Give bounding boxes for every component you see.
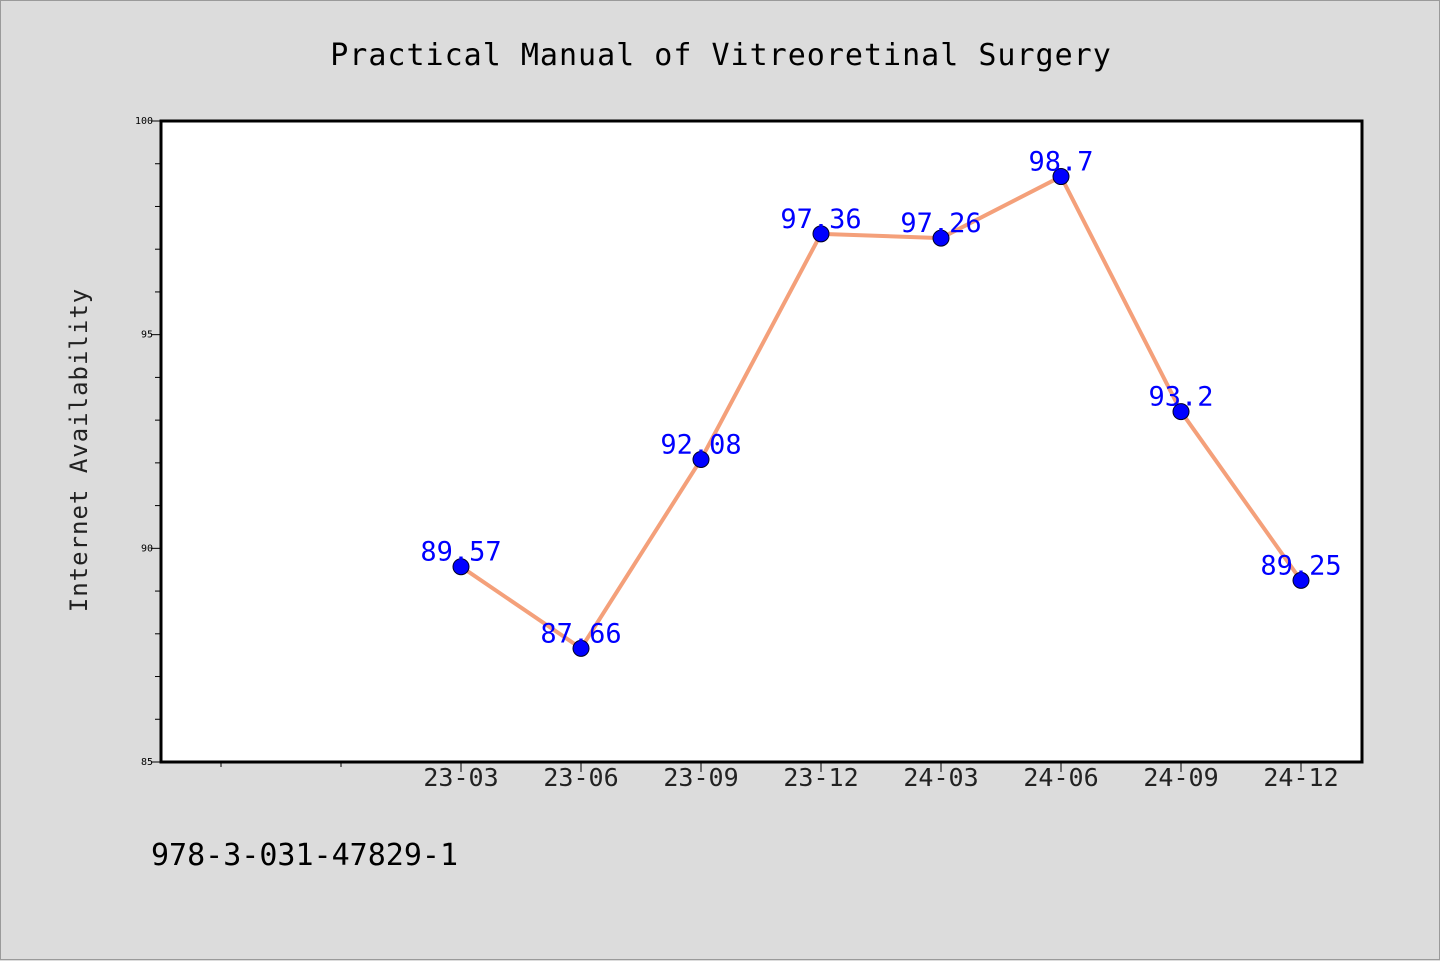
data-label: 92.08	[660, 429, 741, 460]
x-tick-label: 24-12	[1263, 763, 1338, 792]
plot-area	[159, 119, 1364, 764]
footer-isbn: 978-3-031-47829-1	[151, 838, 458, 873]
data-labels: 89.57 87.66 92.08 97.36 97.26 98.7 93.2 89.25	[420, 147, 1341, 650]
data-point	[932, 229, 950, 247]
y-tick-label: 95	[141, 330, 153, 341]
data-label: 93.2	[1148, 382, 1213, 413]
x-axis-ticks: 23-03 23-06 23-09 23-12 24-03 24-06 24-09 24-12	[423, 762, 1339, 792]
y-axis-label: Internet Availability	[65, 288, 93, 612]
chart-title: Practical Manual of Vitreoretinal Surger…	[330, 38, 1112, 73]
y-axis-ticks: 85 90 95 100	[135, 116, 153, 768]
data-label: 98.7	[1028, 147, 1093, 178]
series-line	[459, 174, 1303, 651]
data-label: 97.36	[780, 204, 861, 235]
x-tick-label: 23-03	[423, 763, 498, 792]
data-label: 89.25	[1260, 550, 1341, 581]
data-label: 89.57	[420, 537, 501, 568]
data-point	[812, 225, 830, 243]
x-tick-label: 24-06	[1023, 763, 1098, 792]
y-tick-label: 90	[141, 543, 153, 554]
data-point	[1052, 168, 1070, 186]
y-tick-label: 85	[141, 757, 153, 768]
data-markers	[452, 168, 1310, 657]
data-label: 97.26	[900, 208, 981, 239]
data-point	[1172, 403, 1190, 421]
data-point	[1292, 571, 1310, 589]
data-point	[692, 450, 710, 468]
x-tick-label: 23-12	[783, 763, 858, 792]
minor-ticks	[151, 120, 342, 767]
x-tick-label: 23-09	[663, 763, 738, 792]
y-tick-label: 100	[135, 116, 153, 127]
data-point	[572, 639, 590, 657]
x-tick-label: 23-06	[543, 763, 618, 792]
x-tick-label: 24-09	[1143, 763, 1218, 792]
data-label: 87.66	[540, 618, 621, 649]
data-point	[452, 558, 470, 576]
x-tick-label: 24-03	[903, 763, 978, 792]
